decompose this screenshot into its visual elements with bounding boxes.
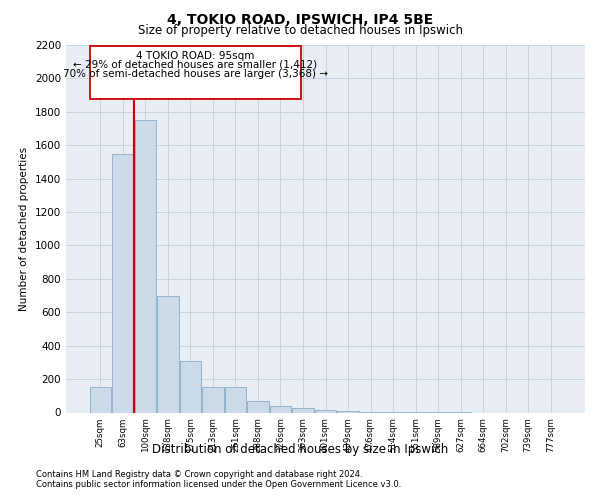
Y-axis label: Number of detached properties: Number of detached properties: [19, 146, 29, 311]
Bar: [179, 360, 201, 412]
Bar: [247, 401, 269, 412]
Text: ← 29% of detached houses are smaller (1,412): ← 29% of detached houses are smaller (1,…: [73, 60, 317, 70]
Bar: [134, 120, 156, 412]
Text: 4 TOKIO ROAD: 95sqm: 4 TOKIO ROAD: 95sqm: [136, 50, 254, 60]
Text: 4, TOKIO ROAD, IPSWICH, IP4 5BE: 4, TOKIO ROAD, IPSWICH, IP4 5BE: [167, 12, 433, 26]
Bar: [202, 386, 224, 412]
Text: Contains public sector information licensed under the Open Government Licence v3: Contains public sector information licen…: [36, 480, 401, 489]
Bar: [337, 411, 359, 412]
Text: Distribution of detached houses by size in Ipswich: Distribution of detached houses by size …: [152, 442, 448, 456]
Bar: [270, 406, 291, 412]
Text: Contains HM Land Registry data © Crown copyright and database right 2024.: Contains HM Land Registry data © Crown c…: [36, 470, 362, 479]
Bar: [89, 388, 111, 412]
Bar: [292, 408, 314, 412]
Text: 70% of semi-detached houses are larger (3,368) →: 70% of semi-detached houses are larger (…: [63, 68, 328, 78]
Bar: [225, 386, 246, 412]
Bar: [315, 410, 336, 412]
Text: Size of property relative to detached houses in Ipswich: Size of property relative to detached ho…: [137, 24, 463, 37]
Bar: [112, 154, 134, 412]
FancyBboxPatch shape: [90, 46, 301, 99]
Bar: [157, 296, 179, 412]
